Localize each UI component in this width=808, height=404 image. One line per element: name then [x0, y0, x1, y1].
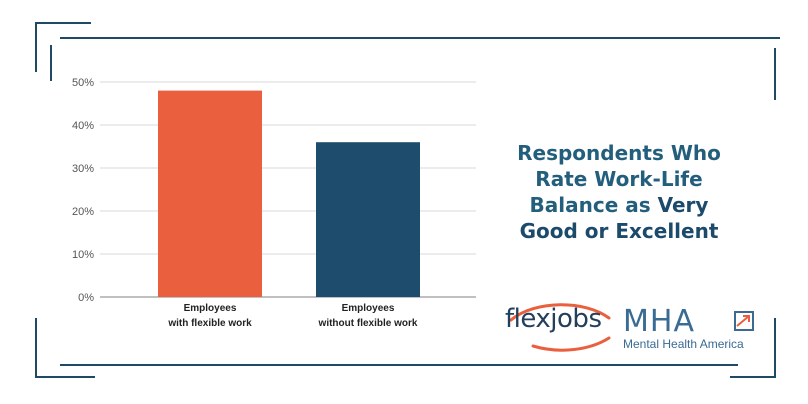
y-tick-label: 30%: [72, 163, 94, 175]
mha-arrow-icon: [734, 311, 754, 331]
frame-inner-top: [60, 37, 780, 39]
frame-bottom-right: [730, 376, 776, 378]
title-line-3: Balance as Very: [500, 192, 738, 218]
frame-bottom-left: [35, 376, 95, 378]
frame-right-bottom: [774, 318, 776, 376]
title-line-2: Rate Work-Life: [535, 167, 703, 191]
x-category-label: without flexible work: [318, 318, 418, 329]
frame-left-top: [35, 22, 37, 72]
flexjobs-logo: flexjobs: [505, 304, 602, 334]
flexjobs-swoosh-icon: [509, 303, 611, 352]
x-category-label: Employees: [184, 303, 237, 314]
y-tick-label: 20%: [72, 206, 94, 218]
mha-logo-name: Mental Health America: [623, 337, 744, 351]
bar-without-flexible-work: [316, 142, 420, 297]
bar-with-flexible-work: [158, 90, 262, 297]
y-tick-label: 10%: [72, 249, 94, 261]
y-tick-label: 40%: [72, 120, 94, 132]
title-line-3-highlight: Very: [657, 193, 709, 217]
y-tick-label: 0%: [78, 292, 94, 304]
frame-top-left: [35, 22, 91, 24]
chart-title: Respondents Who Rate Work-Life Balance a…: [500, 140, 738, 244]
title-line-1: Respondents Who: [517, 141, 721, 165]
mha-logo-mark: MHA: [623, 304, 695, 339]
y-tick-label: 50%: [72, 77, 94, 89]
frame-right-top: [774, 48, 776, 100]
frame-inner-bottom: [60, 364, 738, 366]
logo-area: flexjobs MHA Mental Health America: [505, 302, 765, 352]
frame-left-bottom: [35, 318, 37, 376]
frame-inner-left: [50, 45, 52, 81]
x-category-label: with flexible work: [167, 318, 252, 329]
title-line-4: Good or Excellent: [519, 219, 719, 243]
title-line-3-plain: Balance as: [529, 193, 658, 217]
x-category-label: Employees: [342, 303, 395, 314]
